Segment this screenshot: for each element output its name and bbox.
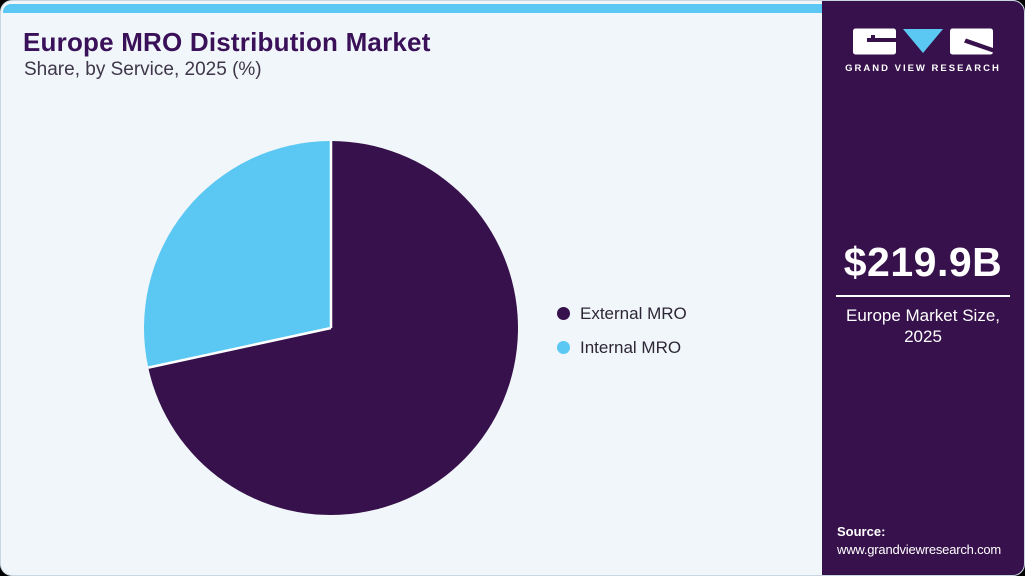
pie-slice-internal-mro bbox=[143, 141, 331, 368]
legend-label-internal-mro: Internal MRO bbox=[580, 337, 682, 357]
pie-slice-separator bbox=[147, 326, 332, 369]
legend-item-external-mro: External MRO bbox=[557, 303, 687, 324]
page-subtitle: Share, by Service, 2025 (%) bbox=[24, 59, 262, 80]
source-label: Source: bbox=[837, 524, 886, 539]
pie-chart-svg bbox=[143, 141, 518, 515]
gvr-logo: GRAND VIEW RESEARCH bbox=[822, 28, 1024, 74]
legend-item-internal-mro: Internal MRO bbox=[557, 337, 687, 358]
market-size-value: $219.9B bbox=[843, 239, 1003, 285]
brand-name: GRAND VIEW RESEARCH bbox=[845, 63, 1001, 74]
pie-chart bbox=[142, 139, 520, 517]
market-size-block: $219.9B Europe Market Size, 2025 bbox=[835, 239, 1011, 347]
market-size-label: Europe Market Size, 2025 bbox=[845, 306, 1000, 346]
chart-legend: External MRO Internal MRO bbox=[557, 303, 687, 358]
market-size-divider bbox=[836, 295, 1010, 297]
top-accent-bar bbox=[3, 4, 822, 13]
page-title: Europe MRO Distribution Market bbox=[23, 27, 431, 57]
legend-swatch-internal-mro bbox=[557, 341, 570, 354]
gvr-logo-icon bbox=[853, 28, 993, 55]
legend-label-external-mro: External MRO bbox=[580, 303, 687, 323]
source-block: Source: www.grandviewresearch.com bbox=[837, 524, 1001, 557]
source-url: www.grandviewresearch.com bbox=[837, 542, 1002, 557]
pie-slice-external-mro bbox=[148, 141, 518, 515]
sidebar: GRAND VIEW RESEARCH $219.9B Europe Marke… bbox=[822, 1, 1024, 575]
legend-swatch-external-mro bbox=[557, 307, 570, 320]
